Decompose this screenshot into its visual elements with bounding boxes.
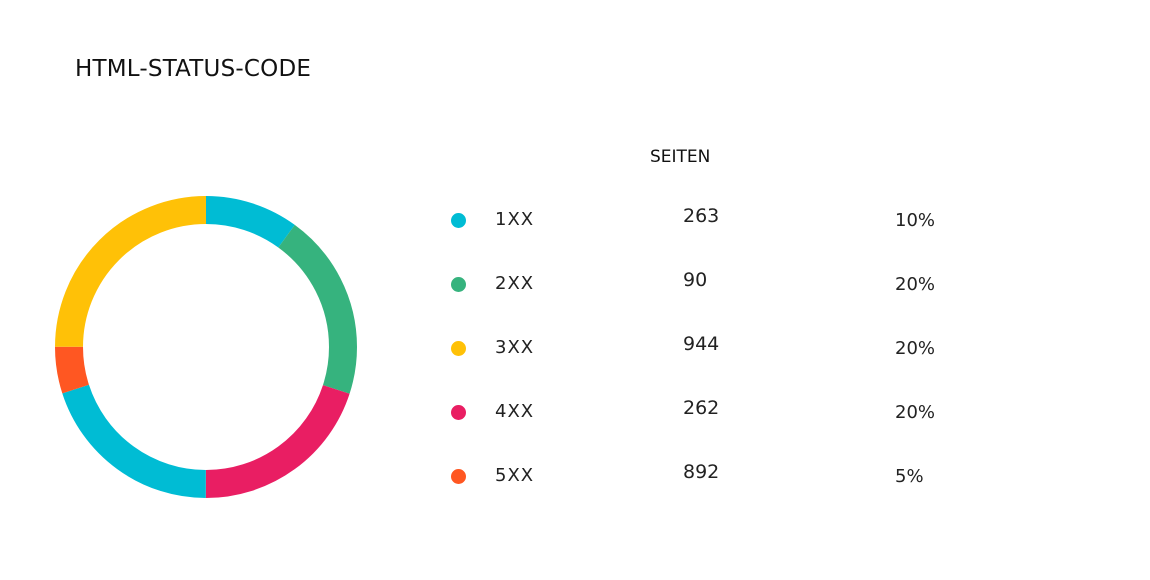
legend-pages-value: 263 [683, 205, 720, 227]
legend-percent-value: 20% [895, 402, 936, 423]
legend-label: 4XX [495, 401, 535, 422]
legend-dot [451, 213, 466, 228]
legend-percent-value: 20% [895, 274, 936, 295]
legend-label: 3XX [495, 337, 535, 358]
legend-label: 2XX [495, 273, 535, 294]
legend-row-5xx: 5XX 892 5% [0, 461, 1150, 491]
donut-slice-4xx-2 [55, 196, 357, 498]
legend-row-2xx: 2XX 90 20% [0, 269, 1150, 299]
legend-dot [451, 277, 466, 292]
legend-label: 5XX [495, 465, 535, 486]
donut-slice-5xx-4 [55, 196, 357, 498]
donut-chart [55, 196, 357, 498]
legend-label: 1XX [495, 209, 535, 230]
legend-percent-value: 20% [895, 338, 936, 359]
donut-segments [55, 196, 357, 498]
legend-pages-value: 944 [683, 333, 720, 355]
legend-row-3xx: 3XX 944 20% [0, 333, 1150, 363]
legend-pages-value: 262 [683, 397, 720, 419]
legend-pages-value: 90 [683, 269, 708, 291]
legend-dot [451, 405, 466, 420]
pages-column-header: SEITEN [650, 147, 711, 167]
legend-percent-value: 10% [895, 210, 936, 231]
legend-pages-value: 892 [683, 461, 720, 483]
donut-slice-2xx-1 [55, 196, 357, 498]
chart-title: HTML-STATUS-CODE [75, 56, 312, 82]
legend-row-1xx: 1XX 263 10% [0, 205, 1150, 235]
legend-row-4xx: 4XX 262 20% [0, 397, 1150, 427]
donut-slice-3xx-5 [55, 196, 357, 498]
legend-dot [451, 341, 466, 356]
legend-percent-value: 5% [895, 466, 924, 487]
legend-dot [451, 469, 466, 484]
